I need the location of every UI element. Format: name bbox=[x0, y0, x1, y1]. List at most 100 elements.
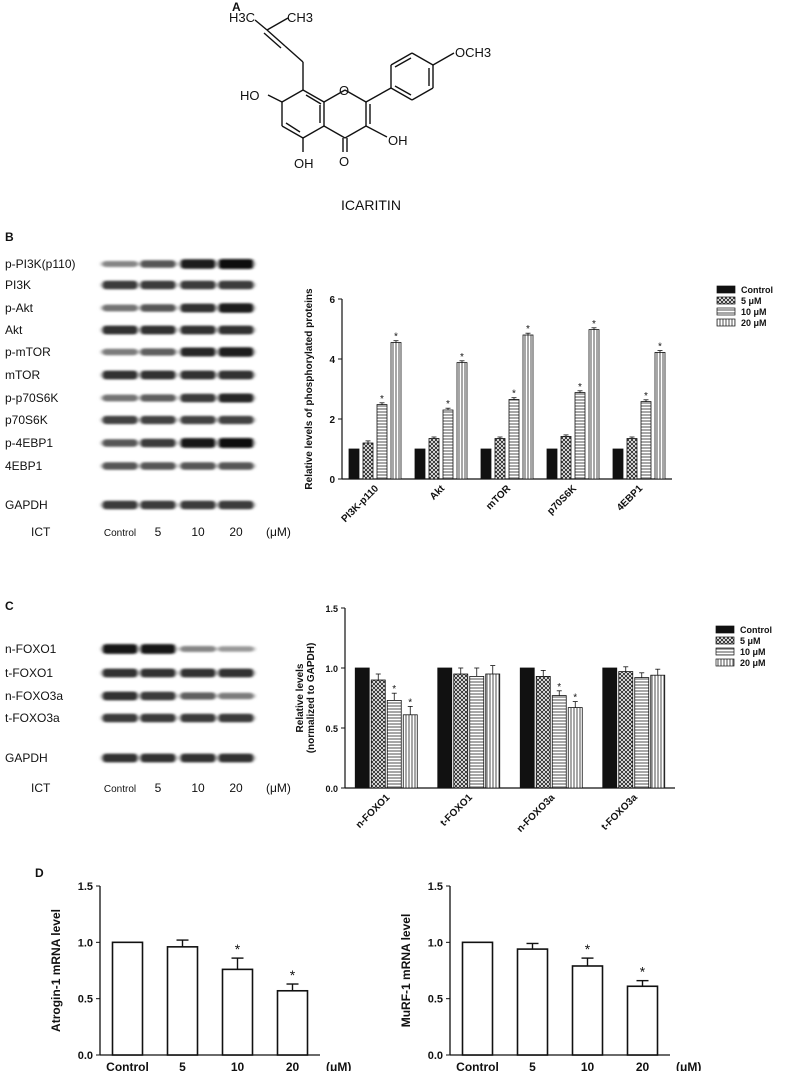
blot-row-label: mTOR bbox=[5, 368, 40, 382]
blot-band bbox=[218, 280, 254, 290]
y-axis-label: Relative levels of phosphorylated protei… bbox=[304, 288, 315, 490]
blot-row-label: n-FOXO1 bbox=[5, 642, 57, 656]
blot-band bbox=[140, 713, 176, 723]
significance-marker: * bbox=[394, 332, 398, 343]
blot-band bbox=[218, 500, 254, 510]
blot-background bbox=[100, 262, 256, 266]
blot-band bbox=[140, 348, 176, 356]
blot-strip bbox=[100, 462, 256, 470]
blot-band bbox=[180, 370, 216, 380]
y-tick-label: 0.5 bbox=[428, 994, 443, 1006]
legend-label: 20 μM bbox=[740, 658, 766, 668]
bar bbox=[390, 342, 402, 480]
bar bbox=[354, 667, 370, 789]
blot-band bbox=[218, 462, 254, 470]
blot-strip bbox=[100, 259, 256, 269]
legend-swatch bbox=[715, 625, 735, 634]
blot-row-label: p-mTOR bbox=[5, 345, 51, 359]
blot-unit-label: (μM) bbox=[266, 525, 291, 539]
bar bbox=[485, 673, 501, 789]
legend-swatch bbox=[716, 318, 736, 327]
blot-background bbox=[100, 671, 256, 675]
blot-band bbox=[218, 713, 254, 723]
blot-background bbox=[100, 647, 256, 651]
blot-band bbox=[218, 415, 254, 425]
bar bbox=[437, 667, 453, 789]
legend-label: Control bbox=[741, 285, 773, 295]
blot-row-label: p-p70S6K bbox=[5, 391, 58, 405]
blot-band bbox=[102, 644, 138, 654]
compound-name: ICARITIN bbox=[341, 197, 401, 213]
y-tick-label: 6 bbox=[329, 295, 335, 306]
bar bbox=[508, 399, 520, 480]
blot-background bbox=[100, 503, 256, 507]
blot-band bbox=[218, 393, 254, 403]
bar bbox=[654, 352, 666, 480]
blot-row-label: p-Akt bbox=[5, 301, 34, 315]
bar bbox=[469, 676, 485, 789]
blot-background bbox=[100, 350, 256, 354]
blot-lane-label: Control bbox=[104, 784, 136, 795]
blot-band bbox=[180, 753, 216, 763]
significance-marker: * bbox=[644, 391, 648, 402]
y-tick-label: 0.5 bbox=[325, 724, 338, 734]
y-tick-label: 1.0 bbox=[78, 937, 93, 949]
bar bbox=[574, 392, 586, 480]
x-category-label: Control bbox=[106, 1060, 149, 1071]
bar bbox=[618, 671, 634, 789]
bar bbox=[546, 448, 558, 480]
legend-label: Control bbox=[740, 625, 772, 635]
blot-row-label: n-FOXO3a bbox=[5, 689, 63, 703]
blot-band bbox=[102, 713, 138, 723]
blot-band bbox=[180, 668, 216, 678]
blot-lane-label: 20 bbox=[229, 781, 243, 795]
blot-strip bbox=[100, 644, 256, 654]
y-tick-label: 1.0 bbox=[325, 664, 338, 674]
blot-band bbox=[180, 462, 216, 470]
blot-band bbox=[180, 393, 216, 403]
legend-swatch bbox=[716, 285, 736, 294]
blot-band bbox=[218, 303, 254, 313]
significance-marker: * bbox=[408, 697, 412, 708]
legend-swatch bbox=[715, 636, 735, 645]
blot-strip bbox=[100, 438, 256, 448]
blot-band bbox=[102, 415, 138, 425]
x-category-label: p70S6K bbox=[545, 483, 579, 517]
western-blot-c: n-FOXO1 t-FOXO1 n-FOXO3a t-FOXO3a GAPDH ICT Co… bbox=[5, 642, 291, 795]
x-unit-label: (μM) bbox=[326, 1060, 351, 1071]
hydroxyl-right: OH bbox=[388, 133, 408, 148]
x-category-label: Control bbox=[456, 1060, 499, 1071]
methyl-left-group: H3C bbox=[229, 10, 255, 25]
significance-marker: * bbox=[573, 693, 577, 704]
blot-background bbox=[100, 716, 256, 720]
blot-band bbox=[140, 462, 176, 470]
y-axis-label: MuRF-1 mRNA level bbox=[399, 914, 413, 1028]
bar bbox=[362, 442, 374, 480]
blot-row-label: p-PI3K(p110) bbox=[5, 257, 75, 271]
hydroxyl-bottom: OH bbox=[294, 156, 314, 171]
legend-label: 10 μM bbox=[741, 307, 767, 317]
y-tick-label: 0 bbox=[329, 475, 335, 486]
bar bbox=[456, 362, 468, 480]
x-category-label: n-FOXO1 bbox=[354, 792, 393, 831]
bar bbox=[571, 965, 604, 1056]
bar bbox=[516, 948, 549, 1056]
blot-band bbox=[180, 713, 216, 723]
bar bbox=[640, 401, 652, 480]
blot-background bbox=[100, 756, 256, 760]
significance-marker: * bbox=[512, 389, 516, 400]
blot-band bbox=[180, 259, 216, 269]
blot-band bbox=[180, 347, 216, 357]
blot-band bbox=[140, 304, 176, 312]
x-category-label: t-FOXO1 bbox=[438, 792, 475, 829]
blot-row-label: GAPDH bbox=[5, 498, 48, 512]
significance-marker: * bbox=[592, 319, 596, 330]
blot-background bbox=[100, 464, 256, 468]
legend-swatch bbox=[716, 296, 736, 305]
blot-band bbox=[218, 646, 254, 652]
blot-band bbox=[180, 325, 216, 335]
blot-unit-label: (μM) bbox=[266, 781, 291, 795]
blot-band bbox=[218, 753, 254, 763]
blot-strip bbox=[100, 753, 256, 763]
bar bbox=[626, 985, 659, 1056]
